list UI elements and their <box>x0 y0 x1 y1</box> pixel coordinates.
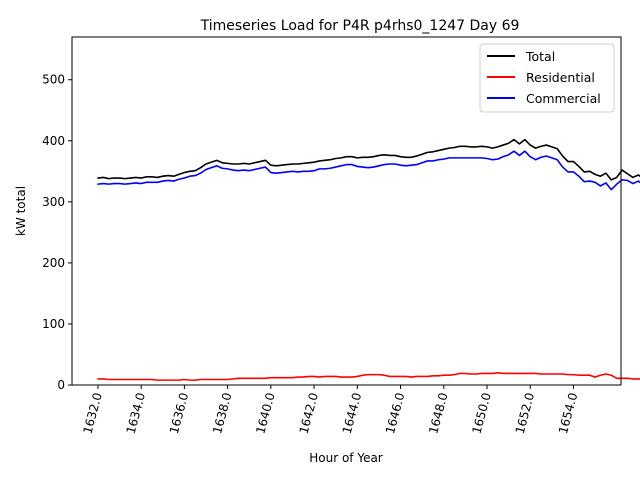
legend-label-residential: Residential <box>526 70 595 85</box>
legend: Total Residential Commercial <box>479 43 615 113</box>
y-tick-label: 300 <box>42 195 65 209</box>
series-line-total <box>97 138 640 181</box>
chart-title: Timeseries Load for P4R p4rhs0_1247 Day … <box>200 18 520 34</box>
y-axis-ticks: 0 100 200 300 400 500 <box>42 73 72 392</box>
y-tick-label: 200 <box>42 256 65 270</box>
series-layer <box>97 138 640 381</box>
legend-label-commercial: Commercial <box>526 91 601 106</box>
legend-box <box>479 43 615 113</box>
series-line-commercial <box>97 150 640 191</box>
y-tick-label: 100 <box>42 317 65 331</box>
y-tick-label: 0 <box>57 378 65 392</box>
x-axis-label: Hour of Year <box>309 451 383 465</box>
y-tick-label: 400 <box>42 134 65 148</box>
series-line-residential <box>97 371 640 381</box>
y-tick-label: 500 <box>42 73 65 87</box>
y-axis-label: kW total <box>14 186 28 236</box>
plot-frame <box>71 36 622 386</box>
legend-label-total: Total <box>525 49 555 64</box>
